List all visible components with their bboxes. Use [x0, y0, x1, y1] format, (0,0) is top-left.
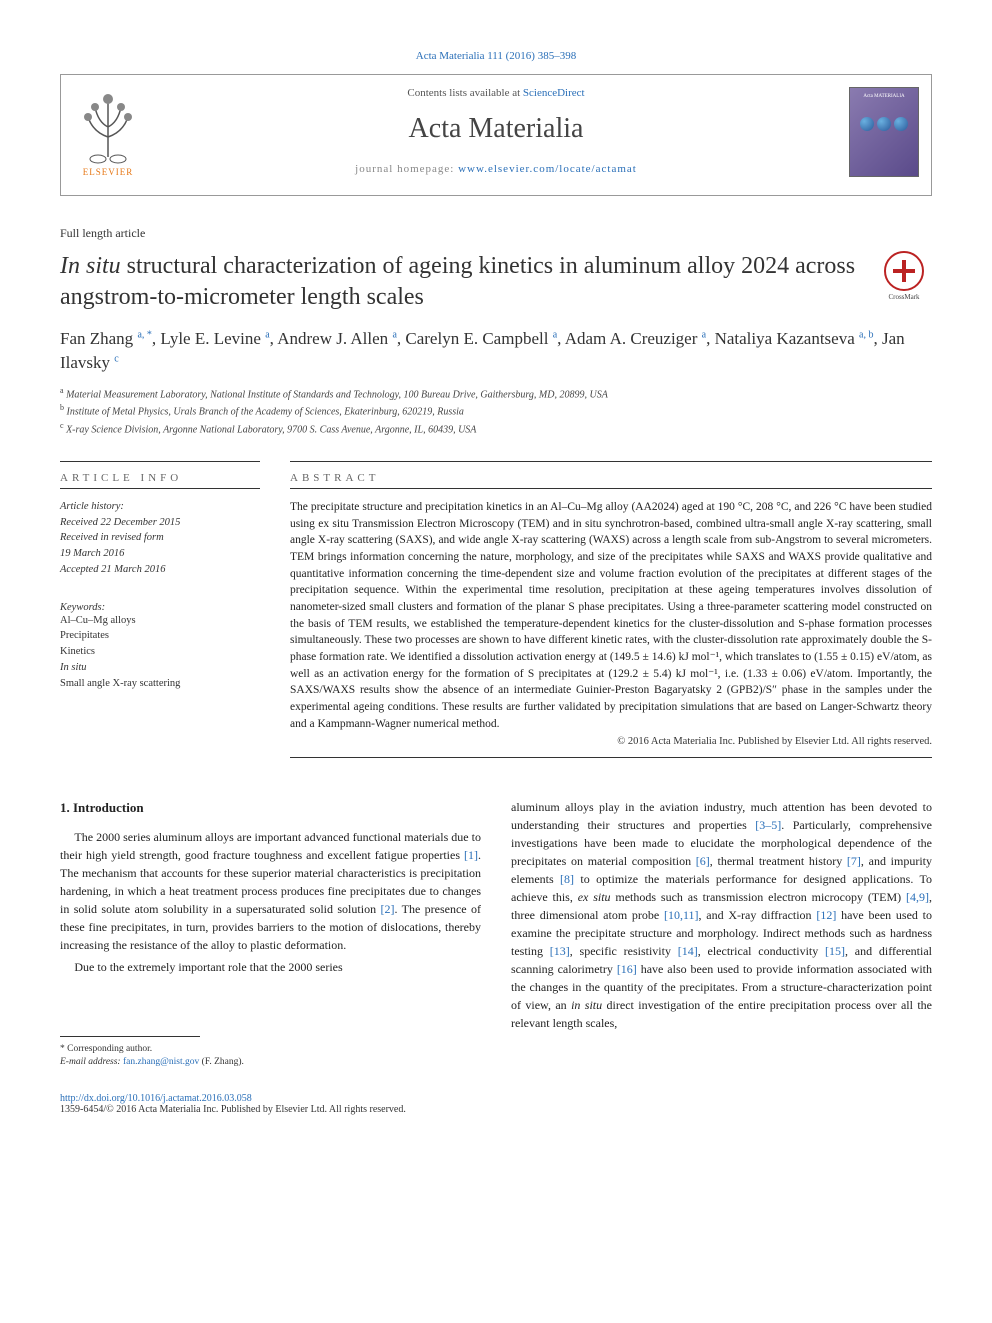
authors-list: Fan Zhang a, *, Lyle E. Levine a, Andrew… — [60, 327, 932, 375]
article-info-label: ARTICLE INFO — [60, 472, 260, 484]
email-label: E-mail address: — [60, 1057, 123, 1067]
doi-link[interactable]: http://dx.doi.org/10.1016/j.actamat.2016… — [60, 1093, 252, 1104]
keywords-label: Keywords: — [60, 602, 260, 613]
abstract-copyright: © 2016 Acta Materialia Inc. Published by… — [290, 736, 932, 747]
elsevier-tree-logo — [73, 87, 143, 167]
contents-available-line: Contents lists available at ScienceDirec… — [161, 87, 831, 99]
body-left-column: 1. Introduction The 2000 series aluminum… — [60, 798, 481, 1069]
ref-link[interactable]: [8] — [560, 872, 574, 886]
journal-header-box: ELSEVIER Acta MATERIALIA Contents lists … — [60, 74, 932, 196]
ref-link[interactable]: [2] — [380, 902, 394, 916]
ref-link[interactable]: [6] — [696, 854, 710, 868]
contents-prefix: Contents lists available at — [407, 87, 522, 99]
article-title: In situ structural characterization of a… — [60, 251, 856, 313]
title-italic-prefix: In situ — [60, 253, 121, 279]
ref-link[interactable]: [12] — [816, 908, 836, 922]
crossmark-label: CrossMark — [888, 293, 919, 301]
ref-link[interactable]: [4,9] — [906, 890, 929, 904]
ref-link[interactable]: [7] — [847, 854, 861, 868]
ref-link[interactable]: [16] — [617, 962, 637, 976]
body-paragraph: The 2000 series aluminum alloys are impo… — [60, 828, 481, 954]
corresponding-author-footnote: * Corresponding author. E-mail address: … — [60, 1043, 481, 1070]
email-suffix: (F. Zhang). — [199, 1057, 244, 1067]
divider — [290, 757, 932, 758]
citation-line: Acta Materialia 111 (2016) 385–398 — [60, 50, 932, 62]
journal-cover-thumbnail: Acta MATERIALIA — [849, 87, 919, 177]
crossmark-badge[interactable]: CrossMark — [876, 251, 932, 307]
keywords-list: Al–Cu–Mg alloysPrecipitatesKineticsIn si… — [60, 613, 260, 692]
ref-link[interactable]: [3–5] — [755, 818, 781, 832]
issn-copyright: 1359-6454/© 2016 Acta Materialia Inc. Pu… — [60, 1104, 406, 1115]
sciencedirect-link[interactable]: ScienceDirect — [523, 87, 585, 99]
affiliations: a Material Measurement Laboratory, Natio… — [60, 385, 932, 437]
homepage-prefix: journal homepage: — [355, 163, 458, 175]
divider — [290, 461, 932, 462]
body-paragraph: aluminum alloys play in the aviation ind… — [511, 798, 932, 1032]
abstract-text: The precipitate structure and precipitat… — [290, 499, 932, 732]
article-history: Article history: Received 22 December 20… — [60, 499, 260, 578]
crossmark-icon — [884, 251, 924, 291]
corresponding-label: * Corresponding author. — [60, 1043, 481, 1056]
cover-title: Acta MATERIALIA — [863, 94, 904, 99]
homepage-line: journal homepage: www.elsevier.com/locat… — [161, 163, 831, 175]
body-right-column: aluminum alloys play in the aviation ind… — [511, 798, 932, 1069]
page-footer: http://dx.doi.org/10.1016/j.actamat.2016… — [60, 1093, 932, 1115]
article-info-column: ARTICLE INFO Article history: Received 2… — [60, 457, 260, 768]
ref-link[interactable]: [14] — [678, 944, 698, 958]
divider — [60, 488, 260, 489]
body-two-column: 1. Introduction The 2000 series aluminum… — [60, 798, 932, 1069]
section-heading-introduction: 1. Introduction — [60, 798, 481, 818]
footnote-separator — [60, 1036, 200, 1037]
author-email-link[interactable]: fan.zhang@nist.gov — [123, 1057, 199, 1067]
ref-link[interactable]: [13] — [550, 944, 570, 958]
homepage-link[interactable]: www.elsevier.com/locate/actamat — [458, 163, 637, 175]
abstract-label: ABSTRACT — [290, 472, 932, 484]
article-type: Full length article — [60, 226, 932, 241]
ref-link[interactable]: [15] — [825, 944, 845, 958]
ref-link[interactable]: [1] — [464, 848, 478, 862]
history-label: Article history: — [60, 499, 260, 515]
cover-art-icon — [860, 117, 908, 131]
abstract-column: ABSTRACT The precipitate structure and p… — [290, 457, 932, 768]
body-paragraph: Due to the extremely important role that… — [60, 958, 481, 976]
elsevier-label: ELSEVIER — [73, 167, 143, 177]
title-rest: structural characterization of ageing ki… — [60, 253, 855, 310]
ref-link[interactable]: [10,11] — [664, 908, 699, 922]
divider — [60, 461, 260, 462]
divider — [290, 488, 932, 489]
journal-name: Acta Materialia — [161, 113, 831, 145]
